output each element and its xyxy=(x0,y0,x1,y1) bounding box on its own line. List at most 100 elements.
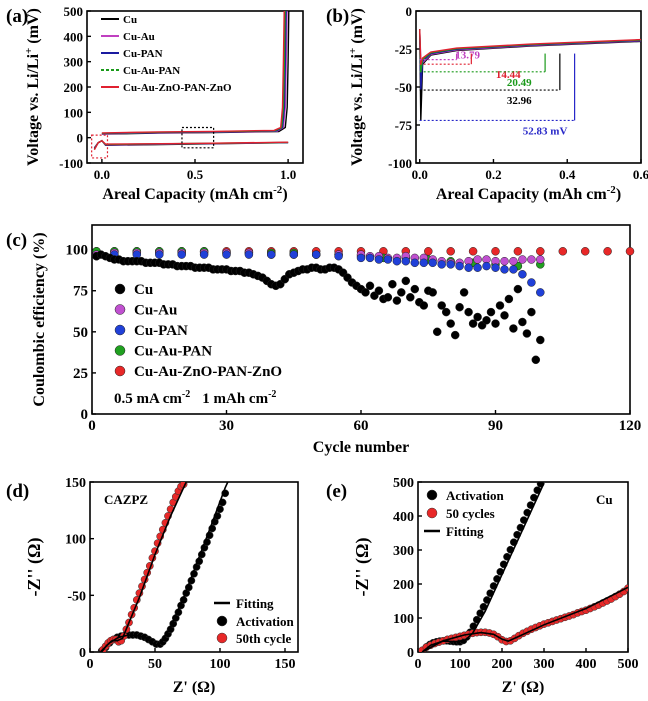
legend-label: Cu xyxy=(123,14,137,26)
x-tick-label: 0 xyxy=(415,657,422,672)
y-tick-label: 400 xyxy=(64,29,84,44)
data-point-cu-pan xyxy=(482,261,491,271)
data-point-cu-pan xyxy=(199,250,209,259)
data-point-cu xyxy=(500,311,509,320)
data-point-cu-pan xyxy=(222,250,231,259)
plot-area xyxy=(418,482,628,652)
discharge-curve xyxy=(93,139,289,151)
y-axis-label: Coulombic efficiency (%) xyxy=(31,232,48,406)
y-tick-label: -25 xyxy=(395,42,413,57)
data-point-cu xyxy=(482,316,491,325)
data-point-cu xyxy=(518,317,527,327)
data-point-cu-pan xyxy=(365,253,375,263)
data-point-cu-au-zno-pan-zno xyxy=(468,247,478,256)
y-tick-label: 0 xyxy=(77,131,84,146)
fitting-line xyxy=(421,482,545,652)
data-point-cu xyxy=(495,301,505,310)
panel-label-c: (c) xyxy=(6,230,27,251)
y-tick-label: 0 xyxy=(79,646,86,661)
data-point-cu xyxy=(374,286,384,295)
data-point-cu-au-zno-pan-zno xyxy=(580,247,590,256)
x-axis-label: Z' (Ω) xyxy=(502,679,545,696)
x-tick-label: 1.0 xyxy=(280,167,296,182)
data-point-cu-pan xyxy=(244,250,254,259)
chart-title: CAZPZ xyxy=(104,492,148,507)
data-point-cu xyxy=(428,288,437,297)
y-tick-label: -100 xyxy=(388,156,412,171)
chart-eis-cu: 0 100 200 300 400 500 0 100 200 300 400 500 Z' (Ω) -Z… xyxy=(352,476,639,696)
y-axis-label: Voltage vs. Li/Li+ (mV) xyxy=(347,8,366,166)
data-point-cu xyxy=(509,324,518,333)
x-tick-label: 100 xyxy=(450,657,471,672)
data-point-cu xyxy=(437,301,446,310)
y-tick-label: 100 xyxy=(65,533,86,548)
y-axis-label: Voltage vs. Li/Li+ (mV) xyxy=(23,8,42,166)
legend-label: Activation xyxy=(446,488,505,503)
data-point-cu-pan xyxy=(455,261,464,271)
data-point-cu-pan xyxy=(509,265,518,274)
x-tick-label: 120 xyxy=(619,418,642,434)
data-point-cu-au-zno-pan-zno xyxy=(536,247,545,256)
y-tick-label: -75 xyxy=(395,118,413,133)
data-point-cu-pan xyxy=(267,250,276,259)
data-point-cu xyxy=(464,307,473,317)
data-point-cu xyxy=(392,296,402,305)
data-point-cu xyxy=(504,294,514,304)
data-point-cu-pan xyxy=(383,255,393,264)
legend-label: Cu xyxy=(134,282,153,298)
plot-frame xyxy=(417,481,629,653)
legend-label: Cu-Au xyxy=(123,31,155,43)
data-point-cu xyxy=(459,288,469,297)
legend-label: Activation xyxy=(236,614,295,629)
chart-title: Cu xyxy=(596,492,613,507)
y-tick-label: -100 xyxy=(59,156,83,171)
legend-marker xyxy=(114,304,126,315)
y-tick-label: 300 xyxy=(393,544,414,559)
x-axis-label: Areal Capacity (mAh cm-2) xyxy=(436,184,621,203)
data-point-cu-pan xyxy=(446,260,455,269)
overpotential-label: 32.96 xyxy=(507,95,532,107)
zoom-box-black xyxy=(181,126,215,149)
data-point-cu-pan xyxy=(536,288,545,297)
y-tick-label: 400 xyxy=(393,510,414,525)
fitting-line xyxy=(421,586,628,652)
chart-voltage-profile: 0.0 0.5 1.0 -100 0 100 200 300 400 500 Areal Capac… xyxy=(23,4,304,203)
y-tick-label: -50 xyxy=(395,80,412,95)
data-point-cu xyxy=(432,327,442,337)
chart-coulombic-efficiency: 0 30 60 90 120 0 25 50 75 100 Cycle number Coulombi… xyxy=(31,224,642,456)
y-tick-label: 50 xyxy=(73,325,88,341)
x-tick-label: 0.5 xyxy=(187,167,204,182)
data-point-cu-pan xyxy=(289,250,299,259)
data-point-cu-pan xyxy=(419,258,429,268)
legend-marker xyxy=(216,615,228,627)
y-tick-label: 300 xyxy=(64,55,84,70)
zoom-box-red xyxy=(91,134,109,159)
x-axis-label: Cycle number xyxy=(313,439,409,456)
data-point-cu-pan xyxy=(392,256,402,266)
legend-label: Cu-Au-PAN xyxy=(123,65,180,77)
legend-label: Cu-Au xyxy=(134,303,177,319)
y-axis-label: -Z'' (Ω) xyxy=(24,538,45,597)
x-tick-label: 90 xyxy=(488,418,503,434)
x-tick-label: 500 xyxy=(618,657,639,672)
data-point-cu xyxy=(536,335,545,345)
data-point-cu xyxy=(397,288,406,297)
y-tick-label: 100 xyxy=(393,612,414,627)
y-tick-label: 500 xyxy=(64,4,84,19)
data-point-cu-pan xyxy=(527,278,536,287)
data-point-cu xyxy=(410,284,420,294)
data-point-cu-pan xyxy=(500,265,509,274)
x-tick-label: 30 xyxy=(219,418,234,434)
x-tick-label: 400 xyxy=(576,657,597,672)
y-tick-label: 100 xyxy=(66,243,89,259)
voltage-curve xyxy=(419,29,642,64)
panel-label-b: (b) xyxy=(326,6,349,27)
data-point-cu xyxy=(491,319,500,328)
legend-label: Cu-PAN xyxy=(134,323,188,339)
data-point-cu xyxy=(522,329,532,338)
data-point-cu-au xyxy=(518,255,527,264)
data-point-cu-pan xyxy=(410,258,420,268)
data-point-cu-au xyxy=(536,255,545,264)
overpotential-label: 14.44 xyxy=(496,69,521,81)
x-tick-label: 300 xyxy=(534,657,555,672)
